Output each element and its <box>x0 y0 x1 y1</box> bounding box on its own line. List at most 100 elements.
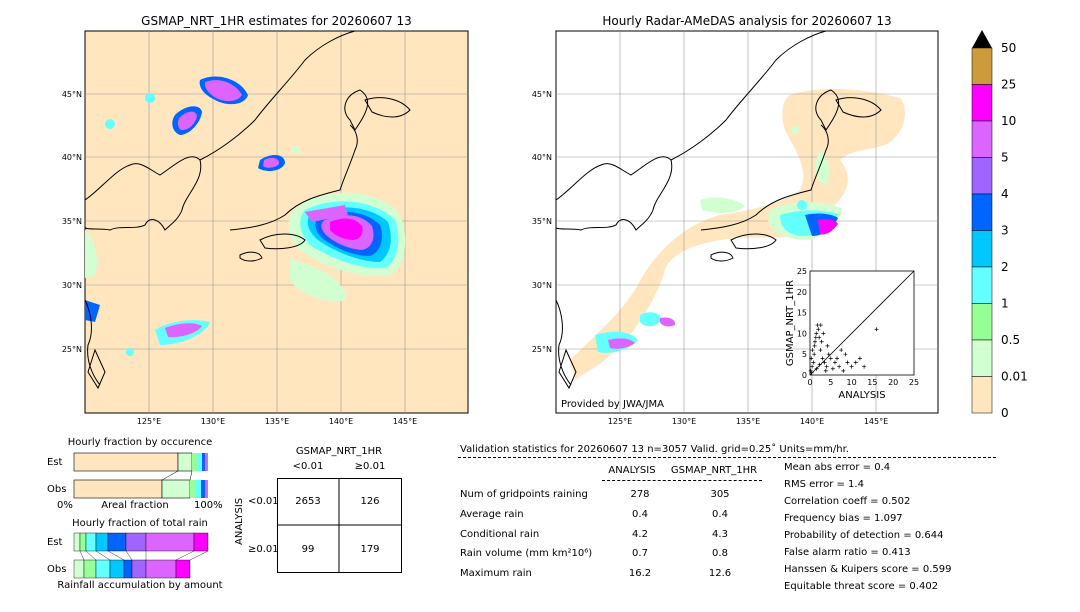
totalrain-est-label: Est <box>47 537 63 548</box>
occurrence-bars <box>73 452 208 499</box>
left-map-title: GSMAP_NRT_1HR estimates for 20260607 13 <box>141 14 412 28</box>
occurrence-title: Hourly fraction by occurence <box>67 437 213 448</box>
totalrain-xlabel: Rainfall accumulation by amount <box>57 580 223 591</box>
occurrence-tick-0: 0% <box>57 500 73 511</box>
stat-row-gsmap: 4.3 <box>712 529 728 540</box>
colorbar-label: 4 <box>1001 187 1009 201</box>
contingency-grid <box>277 478 402 573</box>
colorbar-label: 3 <box>1001 224 1009 238</box>
svg-text:145°E: 145°E <box>864 417 888 426</box>
colorbar: 50 25 10 5 4 3 2 1 0.5 0.01 0 <box>971 30 1028 420</box>
scatter-x-tick: 10 <box>847 378 857 387</box>
left-map-coastline <box>84 30 411 390</box>
scatter-point <box>857 356 862 361</box>
occurrence-est-bar-4 <box>205 453 208 471</box>
totalrain-obs-label: Obs <box>47 564 67 575</box>
occurrence-tick-100: 100% <box>194 500 223 511</box>
scatter-point <box>820 356 825 361</box>
scatter-x-tick: 0 <box>807 378 812 387</box>
score-line: Correlation coeff = 0.502 <box>784 496 911 507</box>
colorbar-swatch <box>971 303 993 341</box>
validation-header: Validation statistics for 20260607 13 n=… <box>460 444 849 455</box>
colorbar-label: 0.01 <box>1001 370 1028 384</box>
scatter-point <box>843 352 848 357</box>
colorbar-swatch <box>971 47 993 85</box>
scatter-y-tick: 5 <box>802 350 807 359</box>
colorbar-swatch <box>971 120 993 158</box>
scatter-point <box>837 364 842 369</box>
occurrence-obs-bar-2 <box>196 480 201 498</box>
scatter-point <box>812 352 817 357</box>
colorbar-label: 25 <box>1001 78 1016 92</box>
scatter-x-tick: 20 <box>888 378 898 387</box>
contingency-row-1: ≥0.01 <box>248 544 279 555</box>
scatter-y-tick: 10 <box>797 329 807 338</box>
occurrence-obs-bar-1 <box>190 480 196 498</box>
scatter-y-tick: 15 <box>797 309 807 318</box>
left-map-lat-labels: 45°N 40°N 35°N 30°N 25°N <box>62 90 82 354</box>
right-map-lon-labels: 125°E 130°E 135°E 140°E 145°E <box>608 417 888 426</box>
colorbar-label: 1 <box>1001 297 1009 311</box>
score-line: Hanssen & Kuipers score = 0.599 <box>784 564 952 575</box>
scatter-point <box>874 327 879 332</box>
colorbar-label: 0.5 <box>1001 333 1020 347</box>
occurrence-obs-bar-3 <box>201 480 205 498</box>
scatter-point <box>813 335 818 340</box>
contingency-title: GSMAP_NRT_1HR <box>295 446 383 457</box>
score-line: Probability of detection = 0.644 <box>784 530 944 541</box>
contingency-row-axis: ANALYSIS <box>234 497 245 545</box>
scatter-point <box>824 364 829 369</box>
scatter-point <box>835 356 840 361</box>
svg-text:45°N: 45°N <box>62 90 82 99</box>
scatter-point <box>814 331 819 336</box>
colorbar-swatch <box>971 266 993 304</box>
svg-text:30°N: 30°N <box>62 281 82 290</box>
occurrence-connectors <box>161 470 193 481</box>
stat-row-label: Num of gridpoints raining <box>460 489 588 500</box>
svg-text:25°N: 25°N <box>62 345 82 354</box>
scatter-point <box>823 368 828 373</box>
validation-divider <box>458 457 996 458</box>
stat-row-gsmap: 0.8 <box>712 548 728 559</box>
scatter-point <box>811 360 816 365</box>
colorbar-swatch <box>971 339 993 377</box>
colorbar-swatch <box>971 84 993 122</box>
stat-row-analysis: 4.2 <box>632 529 648 540</box>
scatter-ylabel: GSMAP_NRT_1HR <box>785 280 796 366</box>
scatter-point <box>818 348 823 353</box>
left-map: 45°N 40°N 35°N 30°N 25°N 125°E 130°E 135… <box>62 30 469 426</box>
stat-row-gsmap: 12.6 <box>708 568 732 579</box>
stat-row-label: Average rain <box>460 509 524 520</box>
colorbar-swatch <box>971 193 993 231</box>
colorbar-label: 5 <box>1001 151 1009 165</box>
occurrence-obs-label: Obs <box>47 484 67 495</box>
colorbar-swatch <box>971 230 993 268</box>
svg-text:25°N: 25°N <box>532 345 552 354</box>
scatter-point <box>812 343 817 348</box>
scatter-y-tick: 20 <box>797 288 807 297</box>
svg-text:125°E: 125°E <box>137 417 161 426</box>
contingency-col-0: <0.01 <box>292 461 324 472</box>
scatter-point <box>809 356 814 361</box>
occurrence-obs-bar-dry <box>73 479 163 499</box>
score-line: False alarm ratio = 0.413 <box>784 547 911 558</box>
colorbar-swatch <box>971 376 993 414</box>
scatter-point <box>816 327 821 332</box>
validation-col-divider <box>602 480 762 481</box>
right-map-coastline <box>555 30 882 390</box>
scatter-point <box>839 348 844 353</box>
scatter-point <box>809 370 814 375</box>
scatter-point <box>814 366 819 371</box>
stat-row-gsmap: 305 <box>710 489 730 500</box>
scatter-point <box>817 362 822 367</box>
score-line: Mean abs error = 0.4 <box>784 462 891 473</box>
svg-text:35°N: 35°N <box>532 217 552 226</box>
occurrence-est-bar-light <box>177 452 193 472</box>
occurrence-est-bar-1 <box>192 453 198 471</box>
scatter-point <box>810 348 815 353</box>
colorbar-swatch <box>971 157 993 195</box>
occurrence-est-bar-2 <box>198 453 202 471</box>
scatter-point <box>821 331 826 336</box>
scatter-xlabel: ANALYSIS <box>838 390 885 401</box>
contingency-cell-01: 126 <box>360 496 380 507</box>
